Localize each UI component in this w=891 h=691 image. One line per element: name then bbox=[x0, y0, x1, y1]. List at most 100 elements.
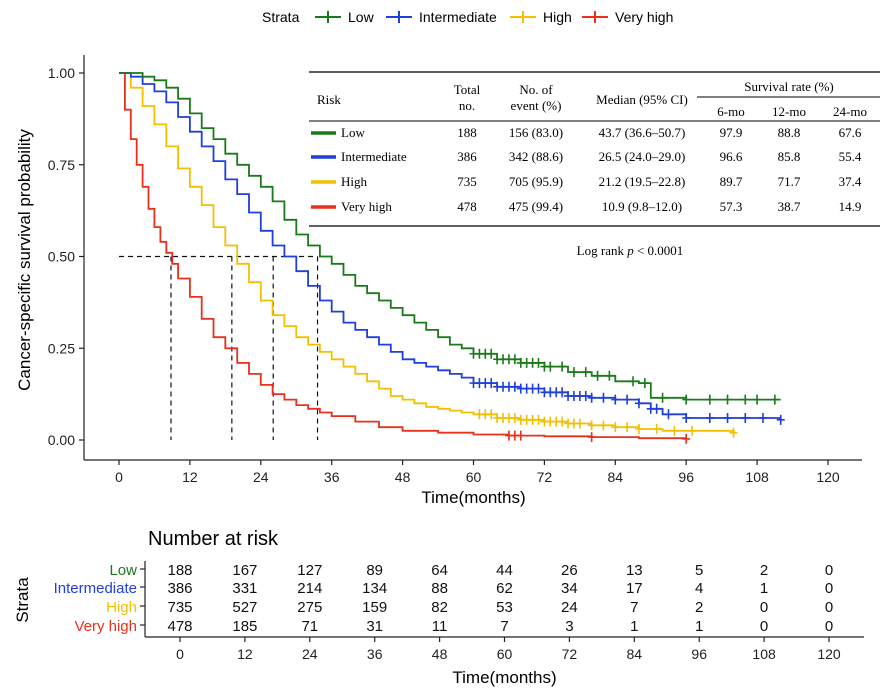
legend-item: Very high bbox=[582, 9, 673, 25]
censor-mark bbox=[575, 418, 584, 429]
table-header-cell: Risk bbox=[317, 92, 341, 107]
risk-count: 275 bbox=[297, 599, 322, 616]
risk-count: 44 bbox=[496, 562, 513, 579]
risk-count: 7 bbox=[500, 618, 508, 635]
risk-row-label: Low bbox=[109, 562, 137, 579]
table-cell: High bbox=[341, 174, 368, 189]
table-header-cell: Survival rate (%) bbox=[744, 79, 834, 94]
risk-count: 188 bbox=[167, 562, 192, 579]
survival-curves bbox=[119, 72, 785, 444]
km-plot: 0.00 0.25 0.50 0.75 1.00 0 12 24 36 48 60 72 84 96 108… bbox=[15, 55, 862, 507]
x-tick-label: 60 bbox=[466, 469, 482, 485]
series-very-high bbox=[119, 72, 691, 444]
table-header-cell: 12-mo bbox=[772, 104, 806, 119]
risk-count: 89 bbox=[366, 562, 383, 579]
table-cell: 26.5 (24.0–29.0) bbox=[599, 149, 686, 164]
risk-count: 0 bbox=[825, 599, 833, 616]
risk-x-tick-label: 72 bbox=[562, 646, 578, 662]
risk-count: 71 bbox=[301, 618, 318, 635]
risk-count: 53 bbox=[496, 599, 513, 616]
table-header-cell: No. of bbox=[519, 82, 553, 97]
risk-count: 0 bbox=[825, 562, 833, 579]
risk-count: 0 bbox=[760, 599, 768, 616]
censor-mark bbox=[487, 378, 496, 389]
series-intermediate bbox=[119, 72, 785, 425]
censor-mark bbox=[487, 348, 496, 359]
risk-count: 7 bbox=[630, 599, 638, 616]
y-axis-label: Cancer-specific survival probability bbox=[15, 129, 34, 391]
risk-row-label: Intermediate bbox=[54, 580, 137, 597]
censor-mark bbox=[587, 392, 596, 403]
table-row: Very high 478 475 (99.4) 10.9 (9.8–12.0) 57.… bbox=[311, 199, 861, 214]
x-tick-label: 96 bbox=[678, 469, 694, 485]
risk-row-label: High bbox=[106, 599, 137, 616]
censor-mark bbox=[753, 394, 762, 405]
risk-count: 17 bbox=[626, 580, 643, 597]
censor-mark bbox=[723, 394, 732, 405]
censor-mark bbox=[534, 357, 543, 368]
table-cell: 88.8 bbox=[778, 125, 801, 140]
risk-count: 735 bbox=[167, 599, 192, 616]
risk-count: 159 bbox=[362, 599, 387, 616]
table-cell: 478 bbox=[457, 199, 477, 214]
censor-mark bbox=[534, 383, 543, 394]
censor-mark bbox=[534, 414, 543, 425]
legend-label: Intermediate bbox=[419, 9, 497, 25]
risk-count: 0 bbox=[825, 580, 833, 597]
risk-y-axis-label: Strata bbox=[13, 577, 32, 623]
table-cell: 735 bbox=[457, 174, 477, 189]
table-cell: 85.8 bbox=[778, 149, 801, 164]
table-header-cell: 24-mo bbox=[833, 104, 867, 119]
censor-mark bbox=[634, 423, 643, 434]
risk-count: 62 bbox=[496, 580, 513, 597]
table-cell: 14.9 bbox=[839, 199, 862, 214]
table-cell: 67.6 bbox=[839, 125, 862, 140]
censor-mark bbox=[682, 412, 691, 423]
table-header-cell: Median (95% CI) bbox=[596, 92, 688, 107]
risk-count: 167 bbox=[232, 562, 257, 579]
risk-x-tick-label: 60 bbox=[497, 646, 513, 662]
risk-count: 2 bbox=[695, 599, 703, 616]
risk-count: 26 bbox=[561, 562, 578, 579]
table-cell: 21.2 (19.5–22.8) bbox=[599, 174, 686, 189]
censor-mark bbox=[729, 427, 738, 438]
censor-mark bbox=[664, 409, 673, 420]
risk-row-label: Very high bbox=[74, 618, 137, 635]
censor-mark bbox=[487, 409, 496, 420]
censor-mark bbox=[770, 394, 779, 405]
censor-mark bbox=[776, 414, 785, 425]
censor-mark bbox=[587, 420, 596, 431]
table-cell: 10.9 (9.8–12.0) bbox=[602, 199, 682, 214]
risk-count: 24 bbox=[561, 599, 578, 616]
risk-x-tick-label: 84 bbox=[627, 646, 643, 662]
table-header-cell: Total bbox=[454, 82, 481, 97]
risk-x-tick-label: 48 bbox=[432, 646, 448, 662]
risk-count: 185 bbox=[232, 618, 257, 635]
risk-x-tick-label: 36 bbox=[367, 646, 383, 662]
censor-mark bbox=[611, 394, 620, 405]
x-tick-label: 12 bbox=[182, 469, 198, 485]
censor-mark bbox=[688, 425, 697, 436]
censor-mark bbox=[587, 432, 596, 443]
risk-count: 82 bbox=[431, 599, 448, 616]
legend-item: Intermediate bbox=[386, 9, 497, 25]
y-tick-label: 0.00 bbox=[48, 432, 75, 448]
risk-count: 64 bbox=[431, 562, 448, 579]
table-row: Intermediate 386 342 (88.6) 26.5 (24.0–29.0… bbox=[311, 149, 862, 164]
censor-mark bbox=[658, 392, 667, 403]
censor-mark bbox=[705, 412, 714, 423]
risk-count: 331 bbox=[232, 580, 257, 597]
table-cell: 89.7 bbox=[720, 174, 743, 189]
risk-table-title: Number at risk bbox=[148, 528, 279, 550]
risk-x-tick-label: 96 bbox=[691, 646, 707, 662]
table-cell: Low bbox=[341, 125, 365, 140]
censor-mark bbox=[652, 423, 661, 434]
table-cell: Very high bbox=[341, 199, 392, 214]
censor-mark bbox=[581, 367, 590, 378]
x-tick-label: 36 bbox=[324, 469, 340, 485]
y-tick-label: 0.50 bbox=[48, 249, 75, 265]
risk-count: 478 bbox=[167, 618, 192, 635]
table-cell: 342 (88.6) bbox=[509, 149, 563, 164]
series-low bbox=[119, 72, 781, 405]
